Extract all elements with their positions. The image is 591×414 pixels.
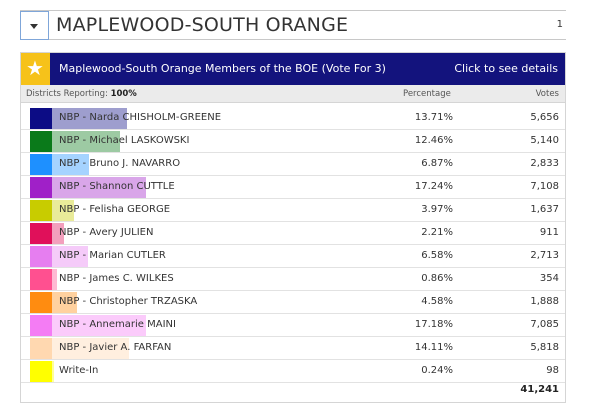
page-number: 1 bbox=[556, 19, 563, 30]
candidate-name: NBP - Shannon CUTTLE bbox=[59, 181, 175, 192]
candidate-votes: 7,108 bbox=[530, 181, 559, 192]
candidate-name: Write-In bbox=[59, 365, 99, 376]
candidate-votes: 2,833 bbox=[530, 158, 559, 169]
race-header[interactable]: ★ Maplewood-South Orange Members of the … bbox=[21, 53, 565, 85]
candidate-votes: 911 bbox=[539, 227, 559, 238]
caret-down-icon bbox=[30, 24, 38, 29]
candidate-name: NBP - Felisha GEORGE bbox=[59, 204, 171, 215]
star-icon: ★ bbox=[26, 56, 44, 80]
candidate-percentage-bar bbox=[52, 315, 146, 336]
candidate-votes: 98 bbox=[546, 365, 559, 376]
candidate-percentage: 6.87% bbox=[421, 158, 453, 169]
candidate-percentage: 3.97% bbox=[421, 204, 453, 215]
candidate-votes: 5,818 bbox=[530, 342, 559, 353]
candidate-percentage: 13.71% bbox=[414, 112, 453, 123]
candidate-row: NBP - Javier A. FARFAN 14.11% 5,818 bbox=[21, 337, 565, 360]
candidate-name: NBP - Annemarie MAINI bbox=[59, 319, 176, 330]
candidate-percentage-bar bbox=[52, 131, 120, 152]
candidate-percentage-bar bbox=[52, 338, 129, 359]
candidate-percentage-bar bbox=[52, 246, 88, 267]
candidate-name: NBP - Bruno J. NAVARRO bbox=[59, 158, 181, 169]
candidate-percentage-bar bbox=[52, 361, 54, 382]
candidate-votes: 5,656 bbox=[530, 112, 559, 123]
reporting-value: 100% bbox=[110, 89, 137, 99]
candidate-percentage: 0.86% bbox=[421, 273, 453, 284]
candidate-color-swatch bbox=[30, 269, 52, 290]
candidate-color-swatch bbox=[30, 131, 52, 152]
districts-reporting: Districts Reporting: 100% bbox=[26, 89, 137, 99]
details-link[interactable]: Click to see details bbox=[454, 62, 558, 75]
candidate-percentage: 14.11% bbox=[414, 342, 453, 353]
candidate-percentage: 17.18% bbox=[414, 319, 453, 330]
candidate-color-swatch bbox=[30, 338, 52, 359]
candidate-color-swatch bbox=[30, 200, 52, 221]
candidate-row: NBP - Avery JULIEN 2.21% 911 bbox=[21, 222, 565, 245]
candidate-percentage: 6.58% bbox=[421, 250, 453, 261]
candidate-color-swatch bbox=[30, 108, 52, 129]
candidate-color-swatch bbox=[30, 361, 52, 382]
candidate-row: NBP - Shannon CUTTLE 17.24% 7,108 bbox=[21, 176, 565, 199]
county-title: MAPLEWOOD-SOUTH ORANGE bbox=[56, 14, 349, 36]
candidate-percentage: 0.24% bbox=[421, 365, 453, 376]
candidate-percentage-bar bbox=[52, 177, 146, 198]
candidate-list: NBP - Narda CHISHOLM-GREENE 13.71% 5,656 NB… bbox=[21, 107, 565, 383]
candidate-name: NBP - Narda CHISHOLM-GREENE bbox=[59, 112, 222, 123]
reporting-label: Districts Reporting: bbox=[26, 89, 108, 99]
candidate-color-swatch bbox=[30, 177, 52, 198]
candidate-row: NBP - Michael LASKOWSKI 12.46% 5,140 bbox=[21, 130, 565, 153]
candidate-percentage: 17.24% bbox=[414, 181, 453, 192]
candidate-row: NBP - James C. WILKES 0.86% 354 bbox=[21, 268, 565, 291]
candidate-name: NBP - James C. WILKES bbox=[59, 273, 174, 284]
candidate-percentage-bar bbox=[52, 200, 74, 221]
candidate-color-swatch bbox=[30, 223, 52, 244]
candidate-row: NBP - Felisha GEORGE 3.97% 1,637 bbox=[21, 199, 565, 222]
candidate-row: Write-In 0.24% 98 bbox=[21, 360, 565, 383]
collapse-toggle-button[interactable] bbox=[20, 11, 49, 40]
candidate-percentage: 2.21% bbox=[421, 227, 453, 238]
candidate-percentage-bar bbox=[52, 269, 57, 290]
percentage-header: Percentage bbox=[403, 89, 451, 99]
county-header: MAPLEWOOD-SOUTH ORANGE 1 bbox=[20, 10, 566, 40]
candidate-color-swatch bbox=[30, 154, 52, 175]
candidate-votes: 7,085 bbox=[530, 319, 559, 330]
candidate-row: NBP - Christopher TRZASKA 4.58% 1,888 bbox=[21, 291, 565, 314]
candidate-votes: 5,140 bbox=[530, 135, 559, 146]
candidate-name: NBP - Christopher TRZASKA bbox=[59, 296, 198, 307]
candidate-row: NBP - Bruno J. NAVARRO 6.87% 2,833 bbox=[21, 153, 565, 176]
candidate-row: NBP - Narda CHISHOLM-GREENE 13.71% 5,656 bbox=[21, 107, 565, 130]
candidate-name: NBP - Michael LASKOWSKI bbox=[59, 135, 190, 146]
candidate-row: NBP - Annemarie MAINI 17.18% 7,085 bbox=[21, 314, 565, 337]
candidate-color-swatch bbox=[30, 315, 52, 336]
candidate-percentage-bar bbox=[52, 292, 77, 313]
candidate-votes: 2,713 bbox=[530, 250, 559, 261]
candidate-percentage: 12.46% bbox=[414, 135, 453, 146]
candidate-percentage-bar bbox=[52, 223, 65, 244]
race-card: ★ Maplewood-South Orange Members of the … bbox=[20, 52, 566, 403]
race-title: Maplewood-South Orange Members of the BO… bbox=[59, 62, 386, 75]
star-badge: ★ bbox=[21, 53, 50, 85]
total-votes: 41,241 bbox=[520, 384, 559, 395]
candidate-name: NBP - Avery JULIEN bbox=[59, 227, 154, 238]
total-row: 41,241 bbox=[21, 383, 565, 401]
candidate-percentage: 4.58% bbox=[421, 296, 453, 307]
candidate-color-swatch bbox=[30, 246, 52, 267]
candidate-percentage-bar bbox=[52, 154, 90, 175]
candidate-color-swatch bbox=[30, 292, 52, 313]
candidate-percentage-bar bbox=[52, 108, 127, 129]
candidate-name: NBP - Javier A. FARFAN bbox=[59, 342, 172, 353]
candidate-votes: 1,637 bbox=[530, 204, 559, 215]
votes-header: Votes bbox=[535, 89, 559, 99]
candidate-votes: 354 bbox=[539, 273, 559, 284]
column-header: Districts Reporting: 100% Percentage Vot… bbox=[21, 85, 565, 103]
candidate-votes: 1,888 bbox=[530, 296, 559, 307]
candidate-name: NBP - Marian CUTLER bbox=[59, 250, 166, 261]
candidate-row: NBP - Marian CUTLER 6.58% 2,713 bbox=[21, 245, 565, 268]
